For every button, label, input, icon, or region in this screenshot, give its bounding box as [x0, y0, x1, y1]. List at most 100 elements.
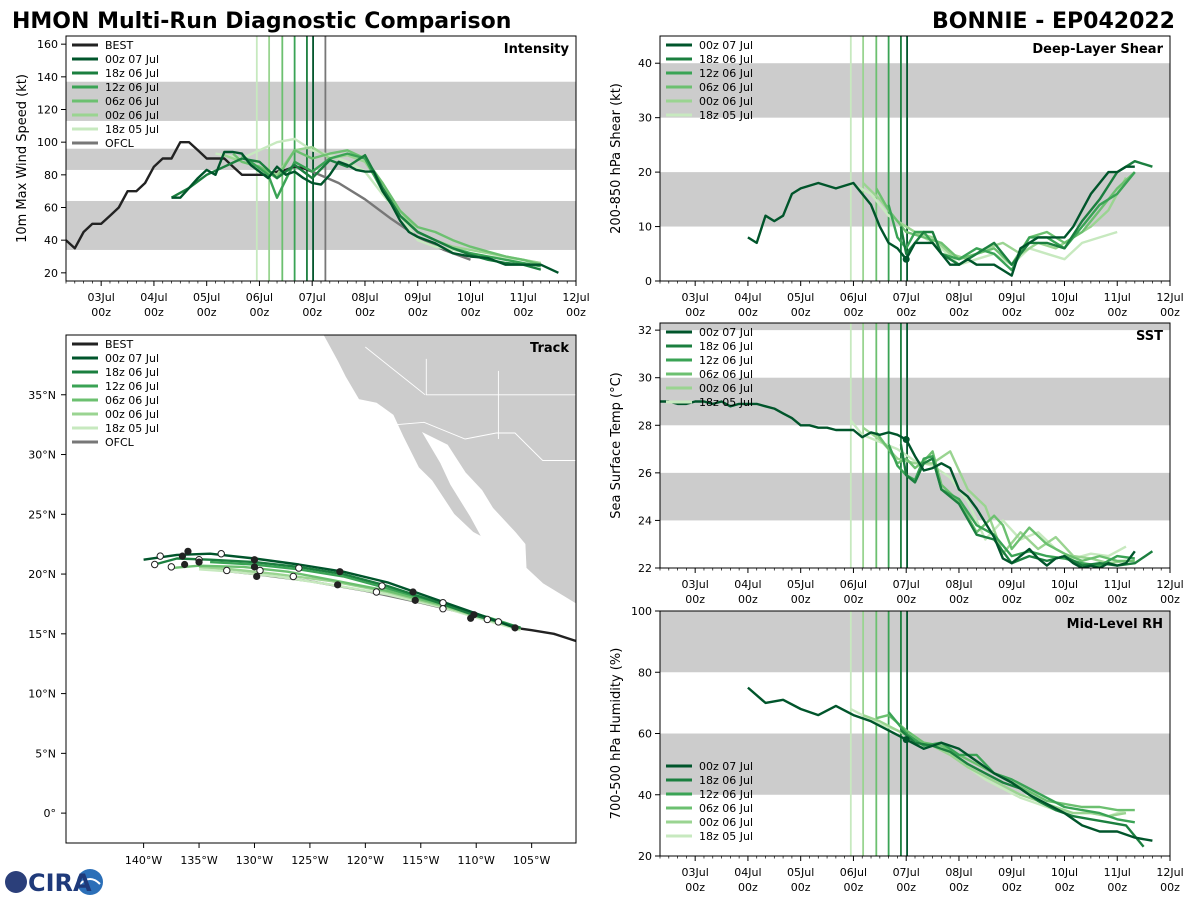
- panel-rh: 03Jul 00z 04Jul 00z 05Jul 00z 06Jul 00z 07Jul 00z…: [609, 605, 1184, 894]
- xtick-label-rh-7: 10Jul: [1051, 866, 1078, 879]
- ytick-label-sst-0: 22: [638, 562, 652, 575]
- ytick-label-shear-1: 10: [638, 221, 652, 234]
- xtick-label-sst-8: 11Jul: [1104, 578, 1131, 591]
- panels: 03Jul 00z 04Jul 00z 05Jul 00z 06Jul 00z 07Jul 00z…: [15, 35, 1184, 894]
- ytick-label-shear-4: 40: [638, 57, 652, 70]
- track-open-marker-2: [439, 599, 447, 607]
- xtick-label-shear-9: 12Jul: [1156, 291, 1183, 304]
- series-shear-r18z06: [899, 159, 1153, 266]
- legend-label-track-0: BEST: [105, 338, 133, 351]
- init-marker-shear: [902, 255, 910, 263]
- xtick-label-rh-2: 05Jul: [787, 866, 814, 879]
- cira-logo-text: CIRA: [28, 869, 92, 897]
- init-marker-sst: [902, 436, 910, 444]
- xtick-label-intensity-9: 12Jul: [562, 291, 589, 304]
- xtick-label-sst-0: 03Jul: [682, 578, 709, 591]
- ytick-label-intensity-5: 120: [37, 104, 58, 117]
- legend-label-sst-3: 06z 06 Jul: [699, 368, 753, 381]
- track-xtick-label-4: 120°W: [347, 854, 384, 867]
- xtick-sublabel-intensity-7: 00z: [461, 306, 481, 319]
- legend-label-rh-3: 06z 06 Jul: [699, 802, 753, 815]
- legend-label-shear-4: 00z 06 Jul: [699, 95, 753, 108]
- xtick-sublabel-sst-7: 00z: [1055, 593, 1075, 606]
- band-intensity-2: [66, 81, 576, 121]
- track-filled-marker-10: [195, 558, 203, 566]
- track-open-marker-7: [289, 572, 297, 581]
- xtick-sublabel-shear-3: 00z: [844, 306, 864, 319]
- ytick-label-intensity-0: 20: [44, 267, 58, 280]
- ytick-label-shear-0: 0: [645, 275, 652, 288]
- xtick-label-sst-7: 10Jul: [1051, 578, 1078, 591]
- track-filled-marker-7: [253, 572, 261, 581]
- track-xtick-label-5: 115°W: [402, 854, 439, 867]
- series-rh-r00z07: [747, 686, 1153, 842]
- track-open-marker-13: [150, 560, 159, 569]
- band-intensity-0: [66, 200, 576, 250]
- panel-plot-area-intensity: [66, 36, 576, 281]
- legend-label-shear-3: 06z 06 Jul: [699, 81, 753, 94]
- track-ytick-label-0: 0°: [44, 807, 57, 820]
- track-open-marker-9: [223, 566, 231, 575]
- legend-label-shear-2: 12z 06 Jul: [699, 67, 753, 80]
- xtick-label-sst-2: 05Jul: [787, 578, 814, 591]
- track-open-marker-3: [439, 605, 447, 613]
- xtick-sublabel-sst-1: 00z: [738, 593, 758, 606]
- xtick-label-intensity-6: 09Jul: [404, 291, 431, 304]
- xtick-sublabel-rh-3: 00z: [844, 881, 864, 894]
- legend-label-track-3: 12z 06 Jul: [105, 380, 159, 393]
- panel-sst: 03Jul 00z 04Jul 00z 05Jul 00z 06Jul 00z 07Jul 00z…: [609, 322, 1184, 606]
- panel-plot-area-sst: [660, 323, 1170, 568]
- xtick-label-shear-0: 03Jul: [682, 291, 709, 304]
- xtick-sublabel-sst-2: 00z: [791, 593, 811, 606]
- ylabel-rh: 700-500 hPa Humidity (%): [609, 648, 624, 820]
- track-border-1: [425, 358, 576, 396]
- xtick-label-intensity-0: 03Jul: [88, 291, 115, 304]
- xtick-sublabel-intensity-2: 00z: [197, 306, 217, 319]
- legend-label-track-5: 00z 06 Jul: [105, 408, 159, 421]
- track-open-marker-4: [378, 582, 386, 590]
- xtick-sublabel-shear-4: 00z: [896, 306, 916, 319]
- xtick-label-sst-4: 07Jul: [893, 578, 920, 591]
- track-xtick-label-7: 105°W: [513, 854, 550, 867]
- xtick-sublabel-rh-8: 00z: [1107, 881, 1127, 894]
- xtick-sublabel-rh-9: 00z: [1160, 881, 1180, 894]
- figure-title: HMON Multi-Run Diagnostic Comparison: [12, 9, 511, 34]
- xtick-sublabel-shear-8: 00z: [1107, 306, 1127, 319]
- track-open-marker-10: [217, 550, 225, 558]
- panel-title-track: Track: [530, 341, 569, 356]
- frame-track: [65, 334, 577, 844]
- band-sst-1: [660, 377, 1170, 426]
- xtick-sublabel-shear-2: 00z: [791, 306, 811, 319]
- cira-logo-wave: [79, 878, 101, 885]
- track-filled-marker-12: [181, 560, 189, 569]
- xtick-sublabel-shear-9: 00z: [1160, 306, 1180, 319]
- ytick-label-intensity-3: 80: [44, 169, 58, 182]
- frame-sst: [659, 322, 1171, 569]
- track-ytick-label-2: 10°N: [28, 688, 56, 701]
- xtick-label-rh-1: 04Jul: [734, 866, 761, 879]
- legend-label-rh-1: 18z 06 Jul: [699, 774, 753, 787]
- legend-label-rh-5: 18z 05 Jul: [699, 830, 753, 843]
- storm-id-title: BONNIE - EP042022: [932, 9, 1175, 34]
- xtick-label-rh-0: 03Jul: [682, 866, 709, 879]
- panel-title-shear: Deep-Layer Shear: [1032, 42, 1163, 57]
- ytick-label-sst-5: 32: [638, 324, 652, 337]
- band-sst-2: [660, 323, 1170, 331]
- track-xtick-label-6: 110°W: [458, 854, 495, 867]
- track-filled-marker-4: [409, 588, 417, 596]
- ylabel-intensity: 10m Max Wind Speed (kt): [15, 74, 30, 243]
- legend-label-shear-5: 18z 05 Jul: [699, 109, 753, 122]
- xtick-label-sst-9: 12Jul: [1156, 578, 1183, 591]
- track-open-marker-1: [483, 615, 492, 624]
- xtick-label-intensity-8: 11Jul: [510, 291, 537, 304]
- xtick-sublabel-shear-1: 00z: [738, 306, 758, 319]
- frame-shear: [659, 35, 1171, 282]
- track-xtick-label-1: 135°W: [180, 854, 217, 867]
- track-filled-marker-0: [511, 624, 519, 632]
- ytick-label-sst-1: 24: [638, 514, 652, 527]
- xtick-label-shear-2: 05Jul: [787, 291, 814, 304]
- track-filled-marker-5: [334, 581, 342, 589]
- panel-plot-area-track: [66, 335, 576, 843]
